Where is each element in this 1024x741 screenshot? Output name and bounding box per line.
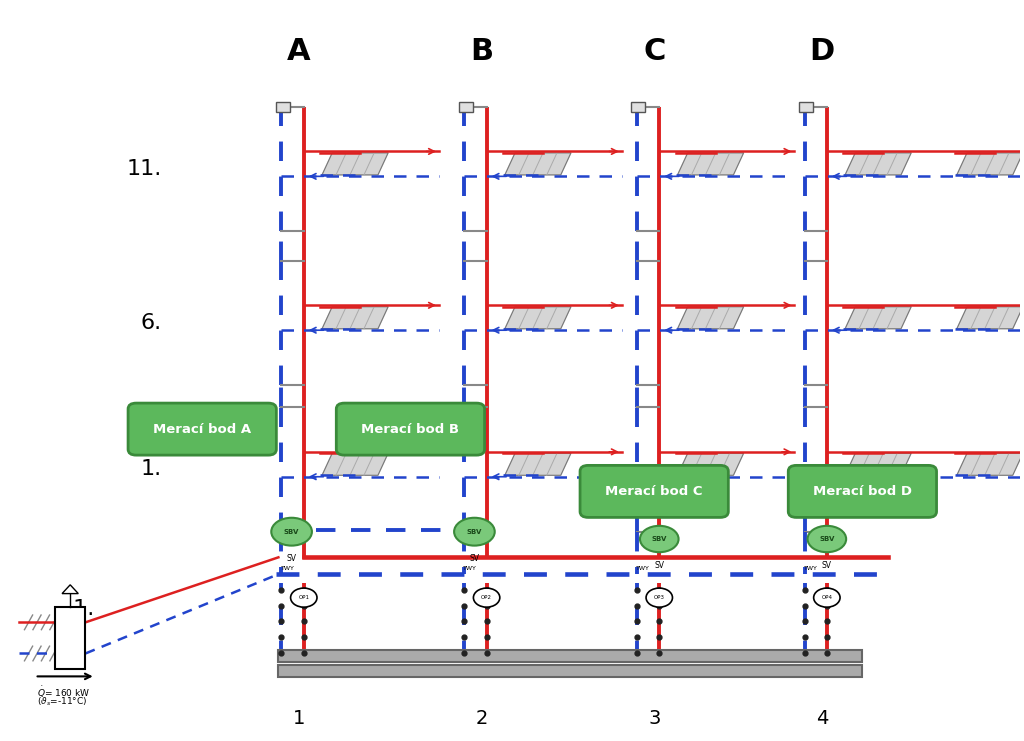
Text: SBV: SBV (819, 536, 835, 542)
Polygon shape (956, 307, 1023, 329)
Bar (279, 651, 862, 662)
Polygon shape (678, 453, 743, 475)
Text: SV: SV (654, 561, 665, 570)
Text: -1.: -1. (67, 599, 95, 619)
FancyBboxPatch shape (580, 465, 728, 517)
Text: A: A (287, 37, 310, 66)
Text: SV: SV (287, 554, 297, 562)
Text: ($\vartheta_s$=-11°C): ($\vartheta_s$=-11°C) (37, 696, 87, 708)
Bar (799, 102, 813, 112)
Polygon shape (956, 453, 1023, 475)
Text: SBV: SBV (467, 528, 482, 535)
Polygon shape (505, 453, 571, 475)
Text: Merací bod B: Merací bod B (361, 422, 460, 436)
Text: SBV: SBV (284, 528, 299, 535)
Text: OP3: OP3 (653, 595, 665, 600)
Circle shape (814, 588, 840, 607)
Polygon shape (323, 453, 388, 475)
Bar (631, 102, 645, 112)
Text: Merací bod C: Merací bod C (605, 485, 702, 498)
Circle shape (646, 588, 673, 607)
Text: TWY: TWY (464, 566, 477, 571)
Text: 4: 4 (815, 709, 828, 728)
Text: OP2: OP2 (481, 595, 493, 600)
Text: 1: 1 (293, 709, 305, 728)
Polygon shape (505, 307, 571, 329)
Ellipse shape (271, 518, 312, 545)
Text: SV: SV (822, 561, 831, 570)
Circle shape (473, 588, 500, 607)
Text: 1.: 1. (140, 459, 162, 479)
Polygon shape (845, 153, 911, 175)
Text: Merací bod A: Merací bod A (154, 422, 251, 436)
Polygon shape (956, 153, 1023, 175)
Polygon shape (505, 153, 571, 175)
Bar (279, 665, 862, 677)
Text: OP1: OP1 (298, 595, 309, 600)
FancyBboxPatch shape (336, 403, 484, 455)
Bar (459, 102, 473, 112)
Ellipse shape (808, 526, 846, 552)
Text: 3: 3 (648, 709, 660, 728)
Text: TWY: TWY (636, 566, 650, 571)
Ellipse shape (640, 526, 679, 552)
Text: SV: SV (469, 554, 479, 562)
Polygon shape (845, 307, 911, 329)
Text: TWY: TWY (804, 566, 817, 571)
Polygon shape (62, 585, 78, 594)
Circle shape (291, 588, 317, 607)
Ellipse shape (454, 518, 495, 545)
FancyBboxPatch shape (788, 465, 937, 517)
Polygon shape (678, 307, 743, 329)
Text: 11.: 11. (126, 159, 162, 179)
Text: B: B (470, 37, 494, 66)
Bar (275, 102, 290, 112)
Text: Merací bod D: Merací bod D (813, 485, 912, 498)
Text: OP4: OP4 (821, 595, 833, 600)
Text: TWY: TWY (281, 566, 295, 571)
Text: D: D (809, 37, 835, 66)
Text: C: C (643, 37, 666, 66)
Polygon shape (323, 153, 388, 175)
Bar (55, 607, 85, 669)
Polygon shape (678, 153, 743, 175)
Text: $\dot{Q}$= 160 kW: $\dot{Q}$= 160 kW (37, 685, 90, 700)
Polygon shape (845, 453, 911, 475)
Text: SBV: SBV (651, 536, 667, 542)
FancyBboxPatch shape (128, 403, 276, 455)
Text: 6.: 6. (140, 313, 162, 333)
Polygon shape (323, 307, 388, 329)
Text: 2: 2 (475, 709, 487, 728)
